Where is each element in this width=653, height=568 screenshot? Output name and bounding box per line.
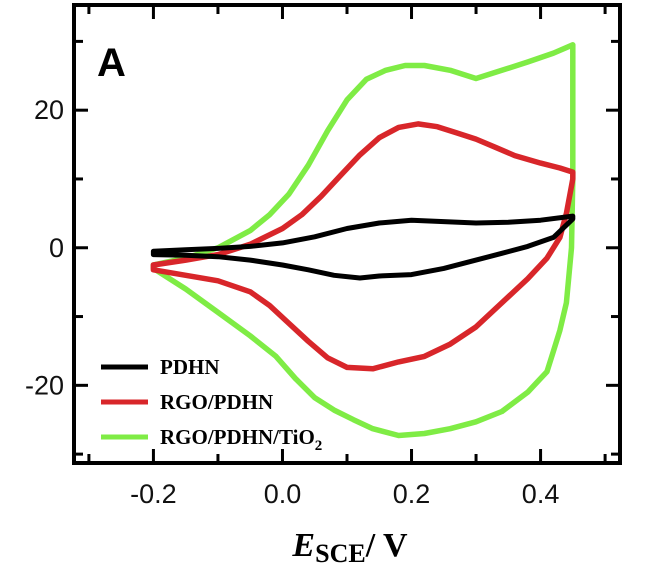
- x-tick-label: -0.2: [130, 479, 177, 509]
- legend-label-subscript: 2: [315, 438, 323, 454]
- panel-label: A: [97, 41, 126, 85]
- x-axis-label-unit: / V: [365, 527, 408, 564]
- series-line-1: [150, 121, 576, 372]
- x-axis-label: ESCE/ V: [291, 527, 408, 568]
- plot-frame: [72, 3, 622, 465]
- x-tick-label: 0.4: [522, 479, 560, 509]
- y-tick-label: 0: [49, 233, 64, 263]
- y-tick-label: 20: [34, 95, 64, 125]
- series-layer: [150, 42, 576, 439]
- tick-layer: -0.2 0.0 0.2 0.4 -20 0 20: [25, 7, 618, 509]
- legend-label-pdhn: PDHN: [160, 355, 220, 379]
- x-axis-label-subscript: SCE: [315, 539, 366, 568]
- y-tick-label: -20: [25, 370, 64, 400]
- legend-label-rgo-pdhn-tio2: RGO/PDHN/TiO2: [160, 425, 322, 454]
- legend-label-rgo-pdhn: RGO/PDHN: [160, 390, 273, 414]
- series-line-0: [150, 213, 576, 281]
- series-line-2: [150, 42, 576, 439]
- x-tick-label: 0.2: [393, 479, 431, 509]
- legend: PDHN RGO/PDHN RGO/PDHN/TiO2: [101, 355, 322, 454]
- x-axis-label-symbol: E: [291, 527, 315, 564]
- legend-label-main: RGO/PDHN/TiO: [160, 425, 315, 449]
- x-tick-label: 0.0: [264, 479, 302, 509]
